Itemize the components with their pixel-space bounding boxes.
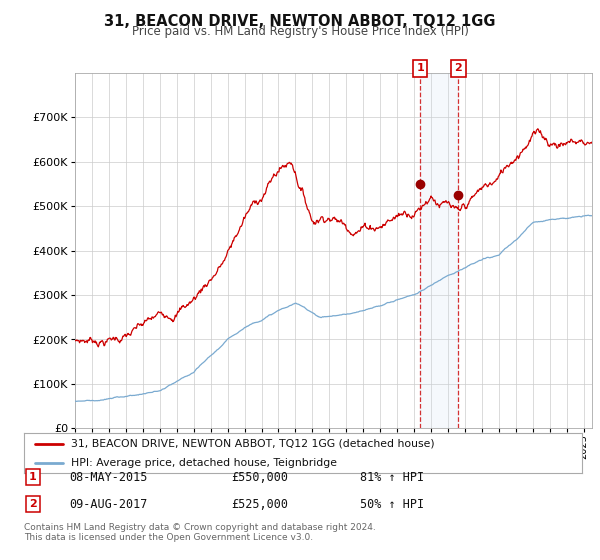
Text: £550,000: £550,000 bbox=[231, 470, 288, 484]
Text: Contains HM Land Registry data © Crown copyright and database right 2024.: Contains HM Land Registry data © Crown c… bbox=[24, 523, 376, 532]
Text: 08-MAY-2015: 08-MAY-2015 bbox=[69, 470, 148, 484]
Text: 31, BEACON DRIVE, NEWTON ABBOT, TQ12 1GG (detached house): 31, BEACON DRIVE, NEWTON ABBOT, TQ12 1GG… bbox=[71, 439, 435, 449]
Text: 2: 2 bbox=[455, 63, 462, 73]
Text: HPI: Average price, detached house, Teignbridge: HPI: Average price, detached house, Teig… bbox=[71, 458, 337, 468]
Text: This data is licensed under the Open Government Licence v3.0.: This data is licensed under the Open Gov… bbox=[24, 533, 313, 542]
Text: Price paid vs. HM Land Registry's House Price Index (HPI): Price paid vs. HM Land Registry's House … bbox=[131, 25, 469, 38]
Text: £525,000: £525,000 bbox=[231, 497, 288, 511]
Text: 2: 2 bbox=[29, 499, 37, 509]
Text: 31, BEACON DRIVE, NEWTON ABBOT, TQ12 1GG: 31, BEACON DRIVE, NEWTON ABBOT, TQ12 1GG bbox=[104, 14, 496, 29]
Text: 09-AUG-2017: 09-AUG-2017 bbox=[69, 497, 148, 511]
Bar bbox=[420, 73, 458, 428]
Text: 50% ↑ HPI: 50% ↑ HPI bbox=[360, 497, 424, 511]
Text: 1: 1 bbox=[29, 472, 37, 482]
Text: 1: 1 bbox=[416, 63, 424, 73]
Text: 81% ↑ HPI: 81% ↑ HPI bbox=[360, 470, 424, 484]
